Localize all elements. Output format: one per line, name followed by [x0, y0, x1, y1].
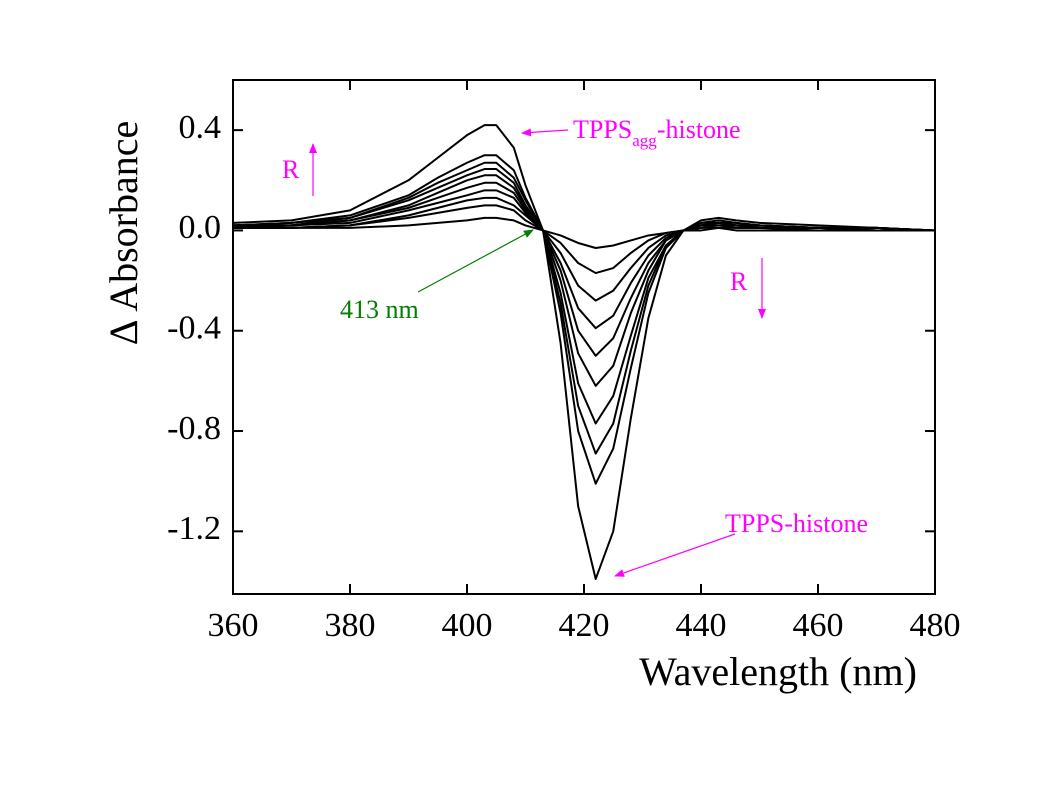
data-line [233, 174, 936, 387]
annotation: TPPSagg-histone [573, 115, 741, 150]
data-line [232, 161, 936, 455]
annotation: TPPS-histone [725, 509, 868, 538]
x-tick-label: 440 [676, 607, 727, 644]
annotation-text: -histone [657, 115, 741, 144]
x-tick-label: 480 [910, 607, 961, 644]
x-tick-label: 420 [559, 607, 610, 644]
annotation-arrow [521, 128, 569, 137]
data-line [232, 154, 936, 485]
annotation-arrow [417, 229, 534, 293]
annotation: R [282, 155, 300, 184]
x-tick-label: 460 [793, 607, 844, 644]
y-tick-label: 0.0 [179, 209, 222, 246]
y-tick-label: -0.8 [167, 410, 221, 447]
data-line [232, 189, 935, 330]
data-line [233, 204, 935, 275]
annotation: 413 nm [340, 295, 419, 324]
x-tick-label: 360 [208, 607, 259, 644]
data-line [233, 216, 935, 249]
x-axis-label: Wavelength (nm) [639, 649, 917, 694]
plot-area [232, 124, 936, 580]
data-line [232, 124, 936, 580]
annotation-text: TPPS [573, 115, 632, 144]
y-axis-label: Δ Absorbance [101, 121, 146, 346]
y-tick-label: 0.4 [179, 109, 222, 146]
data-line [232, 181, 935, 357]
data-line [233, 168, 936, 425]
annotation: R [730, 267, 748, 296]
x-tick-label: 380 [325, 607, 376, 644]
x-tick-label: 400 [442, 607, 493, 644]
annotation-arrow [614, 533, 736, 577]
y-tick-label: -0.4 [167, 310, 221, 347]
y-tick-label: -1.2 [167, 510, 221, 547]
annotation-subscript: agg [632, 131, 657, 150]
